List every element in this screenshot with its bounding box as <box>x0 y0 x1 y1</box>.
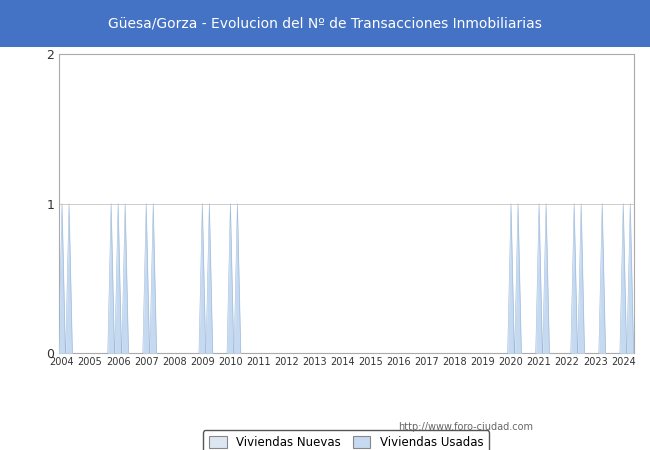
Legend: Viviendas Nuevas, Viviendas Usadas: Viviendas Nuevas, Viviendas Usadas <box>203 430 489 450</box>
Text: Güesa/Gorza - Evolucion del Nº de Transacciones Inmobiliarias: Güesa/Gorza - Evolucion del Nº de Transa… <box>108 17 542 31</box>
Text: http://www.foro-ciudad.com: http://www.foro-ciudad.com <box>398 422 533 432</box>
